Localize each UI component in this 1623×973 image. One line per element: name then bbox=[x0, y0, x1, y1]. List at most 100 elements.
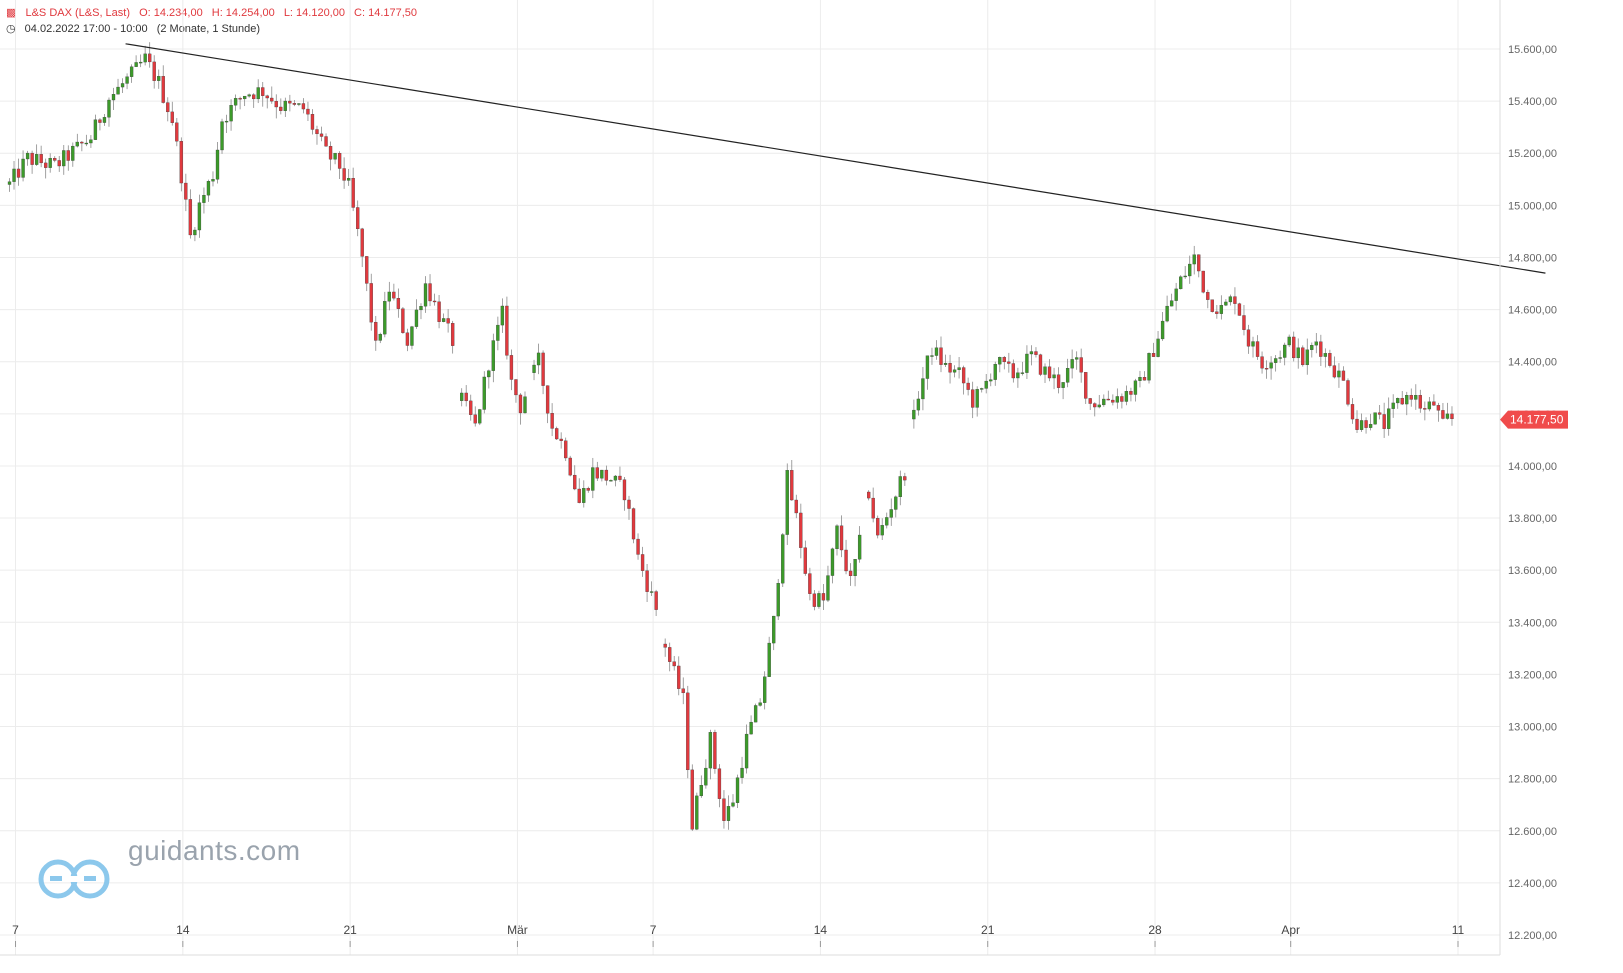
candle-down bbox=[636, 538, 640, 555]
close-value: C: 14.177,50 bbox=[354, 7, 418, 19]
candle-up bbox=[523, 396, 527, 414]
candle-up bbox=[1165, 305, 1169, 322]
y-tick-label: 12.200,00 bbox=[1508, 930, 1557, 942]
candle-down bbox=[867, 491, 871, 499]
candle-up bbox=[853, 559, 857, 577]
candle-down bbox=[1301, 347, 1305, 366]
candle-down bbox=[315, 129, 319, 135]
open-value: O: 14.234,00 bbox=[139, 7, 203, 19]
candle-up bbox=[414, 309, 419, 327]
last-price-label: 14.177,50 bbox=[1510, 413, 1564, 427]
candle-down bbox=[1255, 341, 1260, 357]
candle-down bbox=[794, 499, 798, 514]
candle-up bbox=[1387, 408, 1391, 429]
candle-down bbox=[722, 798, 726, 821]
candle-up bbox=[478, 409, 482, 424]
candle-up bbox=[998, 357, 1002, 365]
candle-down bbox=[179, 141, 183, 184]
candle-down bbox=[1432, 401, 1436, 406]
candle-up bbox=[138, 61, 143, 64]
candle-down bbox=[1400, 398, 1404, 405]
candle-down bbox=[319, 133, 324, 137]
candle-down bbox=[1332, 365, 1337, 378]
candle-down bbox=[821, 593, 826, 601]
candle-down bbox=[1436, 405, 1441, 411]
candle-down bbox=[604, 469, 609, 481]
candle-down bbox=[374, 321, 378, 341]
candle-down bbox=[1002, 357, 1006, 363]
x-tick-label: 21 bbox=[343, 923, 357, 937]
candle-up bbox=[731, 802, 735, 807]
candle-up bbox=[857, 534, 862, 560]
candle-up bbox=[1359, 420, 1364, 430]
candle-down bbox=[1350, 404, 1355, 420]
candle-up bbox=[71, 145, 75, 161]
candle-up bbox=[1160, 320, 1165, 340]
candle-up bbox=[1396, 398, 1400, 404]
candle-down bbox=[175, 122, 179, 142]
candle-up bbox=[1224, 301, 1228, 306]
candle-down bbox=[356, 207, 360, 230]
candle-up bbox=[1310, 345, 1314, 350]
candle-up bbox=[111, 94, 116, 101]
candle-up bbox=[1156, 338, 1160, 357]
candle-up bbox=[1065, 368, 1070, 383]
candle-down bbox=[1418, 395, 1422, 409]
candle-up bbox=[532, 364, 536, 373]
candle-up bbox=[1427, 401, 1432, 410]
candle-up bbox=[423, 283, 428, 307]
candle-up bbox=[1269, 362, 1273, 369]
candle-down bbox=[16, 168, 21, 178]
x-tick-label: 7 bbox=[650, 923, 657, 937]
candle-up bbox=[912, 409, 916, 420]
candle-up bbox=[460, 392, 464, 401]
candle-up bbox=[826, 575, 830, 601]
candle-down bbox=[1341, 370, 1346, 381]
candle-down bbox=[1111, 399, 1115, 403]
candle-up bbox=[48, 158, 52, 168]
candle-down bbox=[939, 347, 943, 365]
candle-up bbox=[1124, 391, 1129, 402]
candle-up bbox=[193, 229, 197, 236]
candle-down bbox=[66, 150, 70, 161]
candle-up bbox=[34, 154, 39, 165]
candle-up bbox=[1323, 353, 1328, 357]
candle-down bbox=[98, 119, 102, 123]
candle-down bbox=[53, 158, 57, 161]
candle-down bbox=[1264, 368, 1269, 370]
candle-up bbox=[695, 795, 699, 830]
y-axis-labels: 15.600,00 15.400,00 15.200,00 15.000,00 14.8… bbox=[1508, 44, 1557, 942]
candle-up bbox=[1016, 372, 1020, 379]
candle-down bbox=[152, 61, 156, 81]
candle-up bbox=[1025, 353, 1029, 373]
candle-up bbox=[767, 642, 771, 677]
candle-down bbox=[279, 106, 283, 111]
candle-down bbox=[1364, 420, 1368, 428]
y-tick-label: 13.200,00 bbox=[1508, 669, 1557, 681]
candle-up bbox=[975, 389, 979, 408]
candle-up bbox=[1147, 353, 1151, 381]
candle-down bbox=[324, 136, 328, 147]
candle-up bbox=[1314, 341, 1318, 346]
candlestick-icon: ▩ bbox=[6, 7, 17, 19]
candle-up bbox=[1075, 357, 1079, 360]
y-tick-label: 14.400,00 bbox=[1508, 357, 1557, 369]
candle-down bbox=[57, 160, 61, 167]
y-tick-label: 15.600,00 bbox=[1508, 44, 1557, 56]
candle-up bbox=[93, 119, 98, 140]
candle-down bbox=[645, 570, 649, 592]
candle-down bbox=[966, 382, 970, 390]
candle-up bbox=[220, 121, 224, 151]
candle-down bbox=[1237, 303, 1242, 316]
candle-up bbox=[943, 362, 948, 365]
candle-up bbox=[740, 767, 744, 778]
candle-down bbox=[1197, 254, 1201, 272]
candle-up bbox=[224, 120, 229, 123]
candle-down bbox=[473, 414, 477, 424]
candle-up bbox=[346, 178, 351, 181]
candle-down bbox=[337, 153, 342, 169]
candle-down bbox=[681, 688, 685, 694]
candle-down bbox=[1201, 270, 1205, 293]
candle-up bbox=[1296, 347, 1300, 359]
